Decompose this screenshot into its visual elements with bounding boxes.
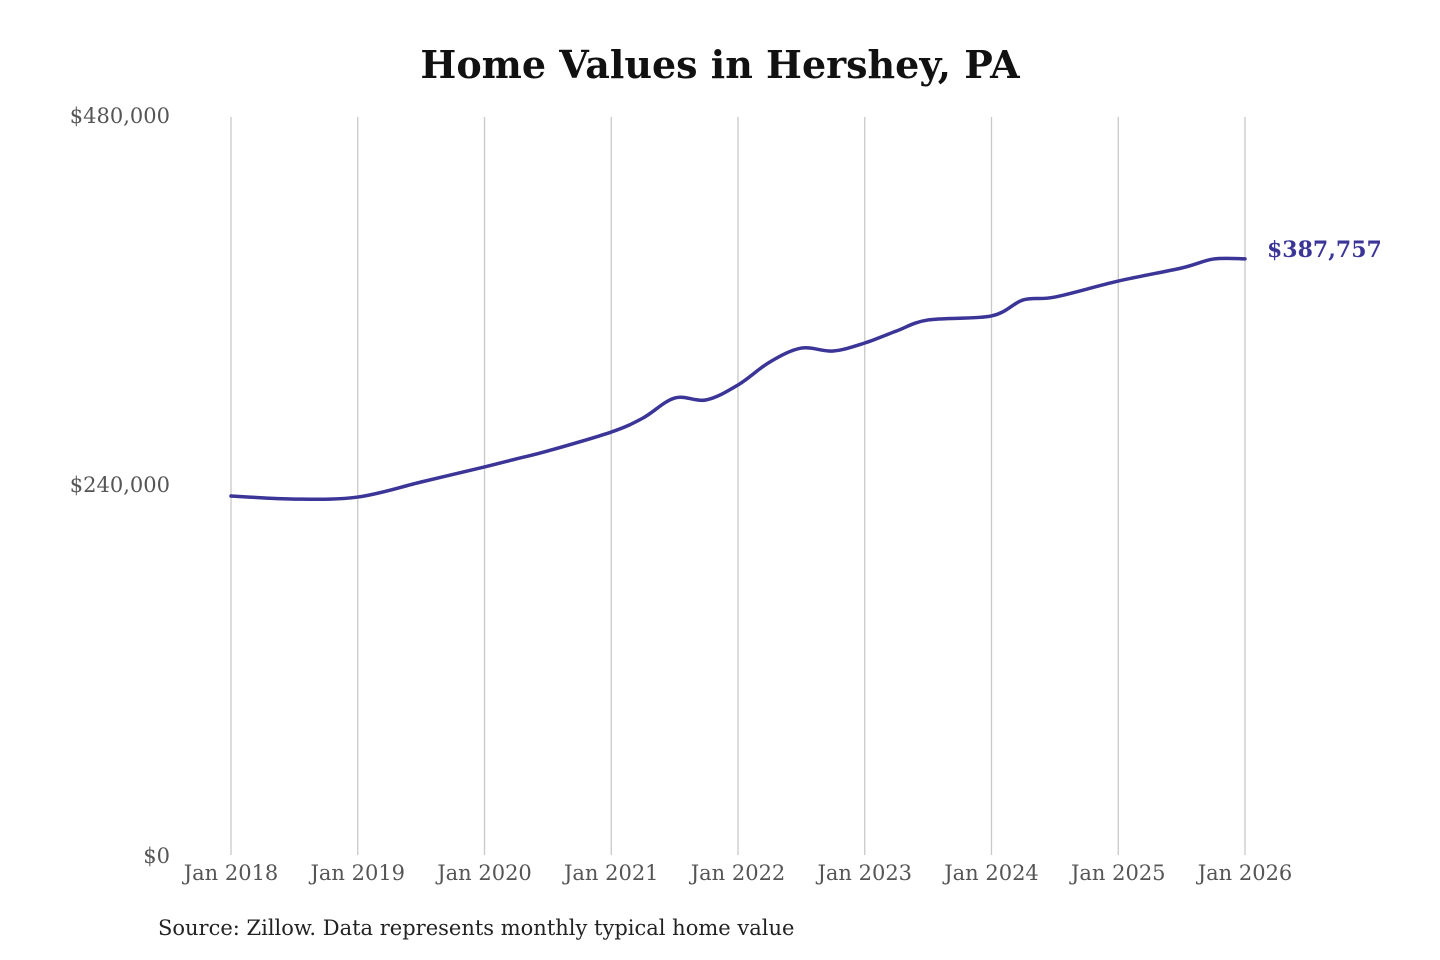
x-tick-label: Jan 2026 <box>1196 861 1293 885</box>
x-tick-label: Jan 2023 <box>815 861 912 885</box>
x-tick-label: Jan 2025 <box>1069 861 1166 885</box>
end-value-label: $387,757 <box>1267 237 1382 263</box>
source-note: Source: Zillow. Data represents monthly … <box>158 916 795 940</box>
chart-title: Home Values in Hershey, PA <box>420 42 1020 87</box>
x-tick-label: Jan 2020 <box>435 861 532 885</box>
y-tick-label: $240,000 <box>70 473 170 497</box>
y-tick-label: $0 <box>143 844 170 868</box>
x-tick-label: Jan 2022 <box>689 861 786 885</box>
x-tick-label: Jan 2018 <box>182 861 279 885</box>
x-tick-label: Jan 2021 <box>562 861 659 885</box>
x-tick-label: Jan 2024 <box>942 861 1039 885</box>
x-tick-label: Jan 2019 <box>308 861 405 885</box>
y-tick-label: $480,000 <box>70 104 170 128</box>
series-line <box>229 256 1247 502</box>
